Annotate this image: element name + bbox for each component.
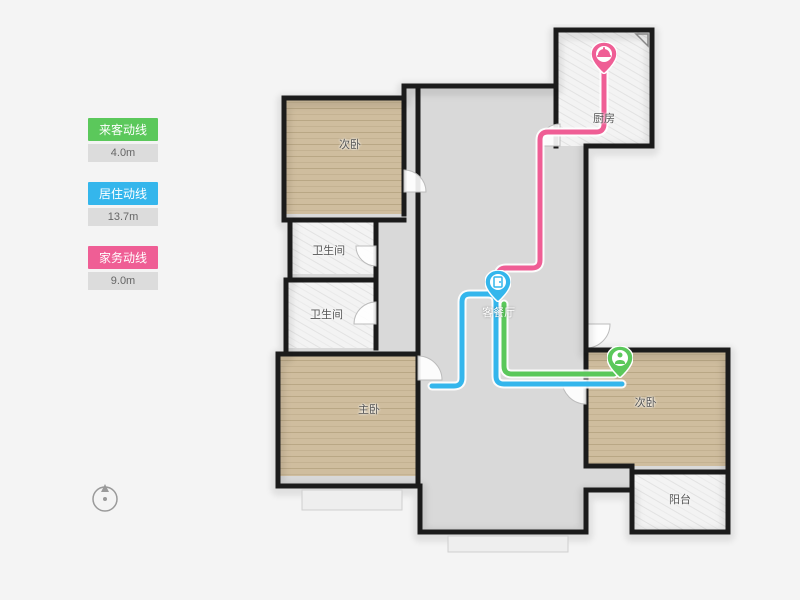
room-label-balcony: 阳台 <box>669 491 691 507</box>
room-label-bedroom_tl: 次卧 <box>339 136 361 152</box>
legend: 来客动线 4.0m 居住动线 13.7m 家务动线 9.0m <box>88 118 168 310</box>
legend-value-guest: 4.0m <box>88 144 158 162</box>
legend-label-living: 居住动线 <box>88 182 158 205</box>
floorplan: 次卧卫生间卫生间主卧客餐厅厨房次卧阳台 <box>264 24 744 564</box>
stage: 来客动线 4.0m 居住动线 13.7m 家务动线 9.0m 次卧卫生间卫生间主… <box>0 0 800 600</box>
marker-entry <box>485 270 511 302</box>
legend-value-living: 13.7m <box>88 208 158 226</box>
room-label-kitchen: 厨房 <box>593 110 615 126</box>
marker-kitchen <box>591 42 617 74</box>
legend-item-living: 居住动线 13.7m <box>88 182 168 226</box>
compass-icon <box>88 480 122 514</box>
legend-label-chores: 家务动线 <box>88 246 158 269</box>
legend-value-chores: 9.0m <box>88 272 158 290</box>
legend-item-chores: 家务动线 9.0m <box>88 246 168 290</box>
marker-person <box>607 346 633 378</box>
legend-label-guest: 来客动线 <box>88 118 158 141</box>
room-label-bedroom_br: 次卧 <box>635 394 657 410</box>
room-label-bedroom_bl: 主卧 <box>358 401 380 417</box>
room-label-bath_lower: 卫生间 <box>310 306 343 322</box>
room-label-living: 客餐厅 <box>482 304 515 320</box>
room-label-bath_upper: 卫生间 <box>312 242 345 258</box>
legend-item-guest: 来客动线 4.0m <box>88 118 168 162</box>
